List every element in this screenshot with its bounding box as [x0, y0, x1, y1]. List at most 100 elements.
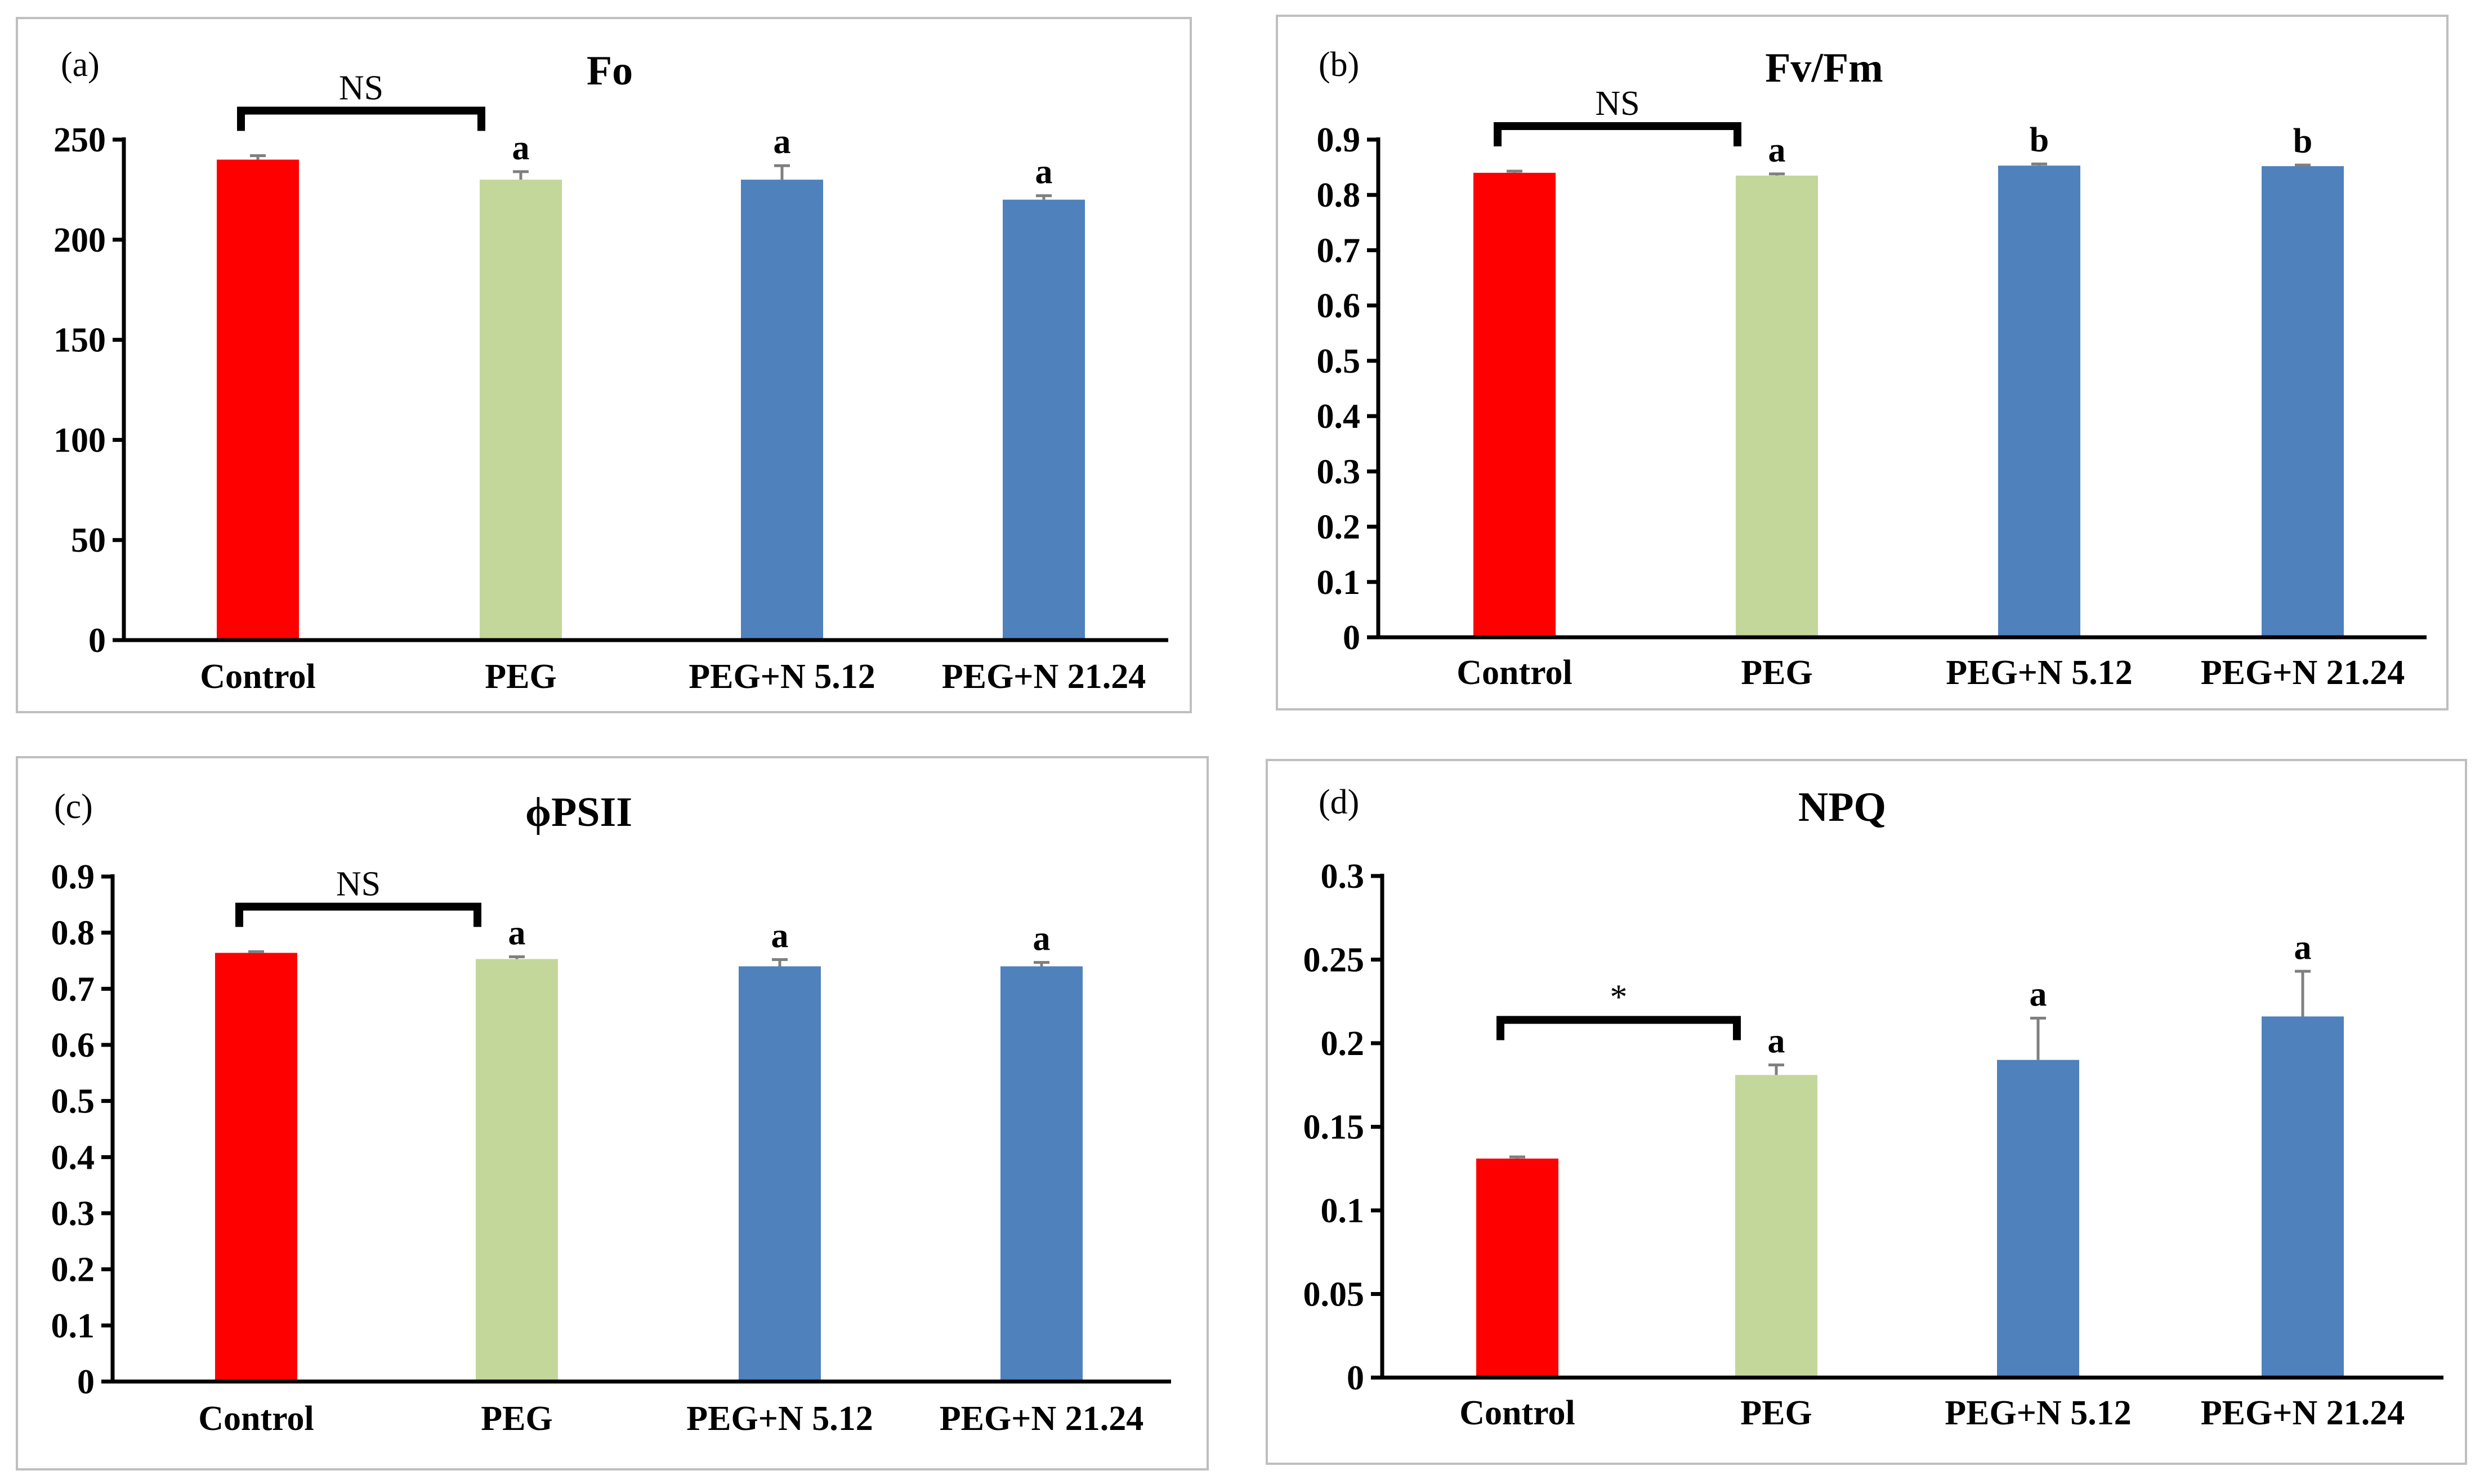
chart-title: ϕPSII [525, 789, 632, 835]
significance-letter: a [2294, 928, 2312, 967]
y-tick-label: 0.4 [1317, 397, 1361, 436]
chart-panel-c: (c) ϕPSII a a a 0 0.1 0.2 0.3 0.4 0.5 0.6 0.7 0.8 0.9 C… [16, 756, 1209, 1470]
x-tick-label: PEG+N 21.24 [2201, 1394, 2405, 1432]
y-tick-label: 200 [53, 221, 106, 260]
significance-letter: b [2030, 121, 2049, 159]
x-tick-label: PEG+N 5.12 [689, 658, 875, 696]
bar-peg-n-5-12 [741, 180, 823, 640]
chart-panel-b: (b) Fv/Fm a b b 0 0.1 0.2 0.3 0.4 0.5 0.6 0.7 0.8 0.9 C… [1276, 15, 2449, 710]
x-tick-label: PEG+N 21.24 [2201, 654, 2405, 692]
bracket-label: NS [336, 865, 381, 904]
comparison-bracket [1496, 1016, 1741, 1040]
y-tick-label: 150 [53, 321, 106, 360]
y-tick-label: 0.9 [1317, 121, 1361, 159]
bar-peg-n-5-12 [1998, 166, 2080, 638]
y-tick-label: 50 [71, 521, 106, 560]
y-tick-label: 0.1 [1321, 1192, 1365, 1230]
y-tick-label: 0.3 [1317, 453, 1361, 491]
x-tick-label: Control [198, 1400, 314, 1438]
y-tick-label: 0 [88, 622, 106, 660]
bar-control [215, 953, 297, 1382]
chart-title: Fv/Fm [1765, 45, 1883, 91]
bar-peg-n-21-24 [1003, 199, 1085, 640]
y-tick-label: 0.6 [1317, 287, 1361, 325]
y-tick-label: 250 [53, 121, 106, 159]
bar-control [1476, 1158, 1558, 1378]
y-tick-label: 0.2 [1317, 508, 1361, 547]
x-tick-label: PEG+N 5.12 [686, 1400, 873, 1438]
x-tick-label: PEG+N 5.12 [1945, 1394, 2132, 1432]
bracket-label: NS [1595, 84, 1639, 123]
x-tick-label: PEG+N 5.12 [1946, 654, 2133, 692]
chart-panel-a: (a) Fo a a a 0 50 100 150 200 250 Control PEG PEG+N 5… [16, 17, 1192, 713]
bar-peg [1735, 1075, 1817, 1378]
panel-border [16, 17, 1192, 713]
bar-control [1473, 172, 1556, 637]
y-tick-label: 0 [1347, 1359, 1364, 1397]
y-tick-label: 0.6 [51, 1026, 95, 1065]
chart-title: Fo [587, 48, 633, 94]
y-tick-label: 0.8 [51, 914, 95, 953]
x-tick-label: PEG+N 21.24 [940, 1400, 1144, 1438]
panel-border [1276, 15, 2449, 710]
y-tick-label: 0.1 [1317, 564, 1361, 602]
y-tick-label: 0.05 [1303, 1276, 1365, 1314]
chart-panel-d: (d) NPQ a a a 0 0.05 0.1 0.15 0.2 0.25 0.3 Control PE… [1266, 759, 2467, 1465]
y-tick-label: 0.25 [1303, 941, 1365, 980]
bracket-label: NS [339, 69, 383, 107]
x-tick-label: PEG [1740, 1394, 1812, 1432]
comparison-bracket [237, 106, 485, 131]
panel-letter: (a) [61, 46, 100, 84]
bar-peg-n-21-24 [2262, 166, 2344, 637]
panel-letter: (c) [54, 788, 93, 826]
y-tick-label: 0.9 [51, 858, 95, 896]
significance-letter: a [1768, 1022, 1785, 1061]
y-tick-label: 0.2 [51, 1251, 95, 1289]
y-tick-label: 0.5 [51, 1083, 95, 1121]
bar-peg [480, 180, 562, 640]
y-tick-label: 0.1 [51, 1307, 95, 1345]
bar-peg-n-5-12 [1997, 1060, 2079, 1378]
panel-letter: (d) [1319, 783, 1359, 821]
comparison-bracket [1494, 122, 1741, 146]
x-tick-label: Control [1457, 654, 1572, 692]
x-tick-label: PEG [485, 658, 556, 696]
y-tick-label: 0 [77, 1363, 95, 1401]
y-tick-label: 0.2 [1321, 1025, 1365, 1063]
y-tick-label: 0.4 [51, 1138, 95, 1177]
bar-peg-n-21-24 [1000, 966, 1083, 1382]
y-tick-label: 0.3 [51, 1195, 95, 1233]
panel-border [16, 756, 1209, 1470]
x-tick-label: PEG [1741, 654, 1812, 692]
chart-title: NPQ [1798, 784, 1886, 830]
y-tick-label: 0.15 [1303, 1108, 1365, 1147]
bar-peg [476, 959, 558, 1382]
y-tick-label: 100 [53, 421, 106, 459]
bar-peg-n-5-12 [739, 966, 821, 1382]
y-tick-label: 0.8 [1317, 176, 1361, 214]
panel-border [1266, 759, 2467, 1465]
significance-letter: a [512, 129, 530, 167]
comparison-bracket [235, 902, 481, 927]
significance-letter: a [1768, 131, 1786, 169]
significance-letter: a [2030, 975, 2047, 1013]
significance-letter: a [774, 123, 791, 161]
x-tick-label: Control [1459, 1394, 1575, 1432]
bracket-label: * [1610, 978, 1628, 1017]
panel-letter: (b) [1319, 46, 1359, 84]
bar-peg [1736, 175, 1818, 637]
y-tick-label: 0.7 [51, 970, 95, 1008]
significance-letter: a [1035, 153, 1053, 191]
bar-peg-n-21-24 [2262, 1016, 2344, 1378]
y-tick-label: 0.3 [1321, 857, 1365, 896]
significance-letter: a [771, 917, 789, 955]
x-tick-label: Control [200, 658, 316, 696]
significance-letter: a [508, 914, 526, 953]
significance-letter: b [2293, 122, 2312, 160]
significance-letter: a [1033, 919, 1051, 958]
bar-control [217, 159, 299, 640]
y-tick-label: 0 [1343, 619, 1360, 657]
y-tick-label: 0.7 [1317, 231, 1361, 270]
x-tick-label: PEG [481, 1400, 552, 1438]
